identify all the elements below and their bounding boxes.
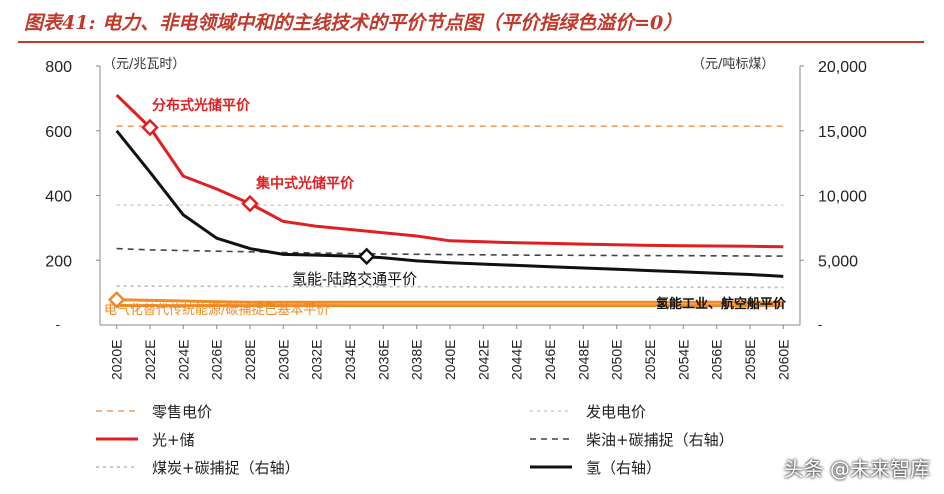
x-tick-label: 2038E: [409, 340, 425, 380]
right-tick-label: 5,000: [818, 253, 858, 270]
legend-label-1: 发电电价: [586, 403, 646, 421]
left-tick-label: 600: [45, 124, 72, 141]
series-line-2: [115, 94, 784, 249]
x-tick-label: 2028E: [242, 340, 258, 380]
legend-label-3: 柴油+碳捕捉（右轴）: [586, 431, 734, 449]
x-tick-label: 2022E: [142, 340, 158, 380]
x-tick-label: 2036E: [375, 340, 391, 380]
x-tick-label: 2030E: [275, 340, 291, 380]
annotation-label-1: 集中式光储平价: [255, 175, 355, 192]
x-tick-label: 2034E: [342, 340, 358, 380]
x-tick-label: 2044E: [509, 340, 525, 380]
x-tick-label: 2058E: [742, 340, 758, 380]
x-tick-label: 2054E: [675, 340, 691, 380]
title-bar: 图表41: 电力、非电领域中和的主线技术的平价节点图（平价指绿色溢价=0）: [0, 0, 944, 44]
x-tick-label: 2050E: [609, 340, 625, 380]
series-line-5: [115, 129, 784, 278]
title-divider: [18, 41, 924, 43]
x-tick-label: 2042E: [475, 340, 491, 380]
watermark: 头条 @未来智库: [783, 457, 930, 481]
left-axis-unit: （元/兆瓦时）: [103, 57, 185, 72]
series-line-6: [116, 298, 784, 304]
x-tick-label: 2040E: [442, 340, 458, 380]
annotation-label-2: 氢能-陆路交通平价: [292, 270, 417, 288]
left-tick-label: 200: [45, 253, 72, 270]
annotation-label-3: 电气化替代传统能源/碳捕捉已基本平价: [104, 302, 329, 318]
marker-diamond-2: [357, 247, 376, 266]
legend-label-0: 零售电价: [152, 403, 212, 421]
right-axis-dash: -: [818, 318, 822, 332]
right-axis-unit: （元/吨标煤）: [692, 57, 774, 72]
marker-diamond-0: [141, 118, 159, 137]
legend-label-4: 煤炭+碳捕捉（右轴）: [152, 459, 300, 477]
x-tick-label: 2032E: [309, 340, 325, 380]
right-tick-label: 15,000: [818, 124, 867, 141]
annotation-label-0: 分布式光储平价: [152, 97, 251, 114]
marker-diamond-1: [241, 194, 259, 213]
series-line-3: [116, 247, 784, 257]
annotation-label-4: 氢能工业、航空船平价: [656, 296, 787, 312]
x-tick-label: 2060E: [775, 340, 791, 380]
marker-diamond-3: [107, 290, 126, 309]
legend-label-5: 氢（右轴）: [586, 459, 661, 477]
x-tick-label: 2020E: [109, 340, 125, 380]
legend-label-2: 光+储: [152, 431, 195, 449]
series-line-4: [116, 285, 784, 289]
x-tick-label: 2056E: [709, 340, 725, 380]
left-tick-label: 800: [45, 59, 72, 76]
x-tick-label: 2024E: [175, 340, 191, 380]
x-tick-label: 2048E: [575, 340, 591, 380]
x-tick-label: 2052E: [642, 340, 658, 380]
left-axis-dash: -: [56, 318, 60, 332]
x-tick-label: 2046E: [542, 340, 558, 380]
right-tick-label: 10,000: [818, 189, 867, 206]
left-tick-label: 400: [45, 189, 72, 206]
chart-title: 图表41: 电力、非电领域中和的主线技术的平价节点图（平价指绿色溢价=0）: [24, 12, 683, 34]
x-tick-label: 2026E: [209, 340, 225, 380]
right-tick-label: 20,000: [818, 59, 867, 76]
